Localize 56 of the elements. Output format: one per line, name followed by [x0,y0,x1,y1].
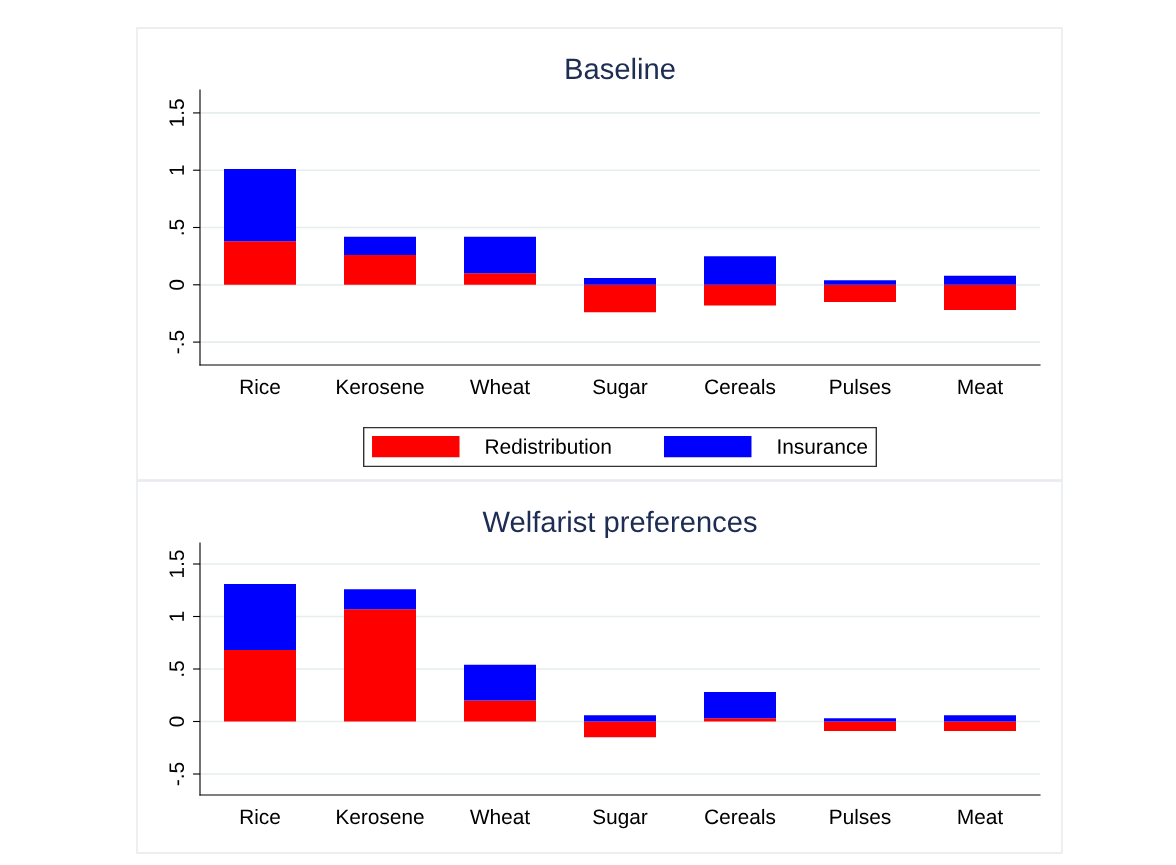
bar [464,700,536,722]
bar [824,721,896,731]
bar [704,284,776,306]
bar [584,284,656,313]
bar [224,650,296,722]
x-tick-label: Pulses [830,808,891,825]
bar [584,277,656,285]
bar [824,280,896,285]
x-tick-label: Cereals [705,378,776,395]
y-tick-label: 0 [169,716,185,727]
bar [344,609,416,722]
bar [584,721,656,738]
bar [344,589,416,610]
chart-title: Welfarist preferences [482,510,757,538]
y-tick-label: 1 [169,611,184,621]
bar [704,692,776,719]
y-tick-label: -.5 [169,330,185,354]
bar [944,275,1016,285]
x-tick-label: Cereals [705,808,776,825]
x-tick-label: Wheat [469,378,530,395]
x-tick-label: Sugar [593,809,648,829]
bar [224,241,296,285]
bar [464,236,536,274]
y-tick-label: 1 [169,165,184,175]
bar [464,664,536,701]
bar [824,284,896,302]
y-tick-label: 1.5 [169,550,185,577]
bar [344,236,416,255]
x-tick-label: Meat [958,809,1004,825]
x-tick-label: Rice [240,378,280,395]
x-tick-label: Wheat [469,808,530,825]
legend-label: Insurance [778,439,868,454]
x-tick-label: Meat [958,379,1004,395]
bar [584,715,656,722]
y-tick-label: 0 [169,279,185,290]
y-tick-label: .5 [169,661,185,676]
x-tick-label: Kerosene [337,379,424,395]
x-tick-label: Sugar [593,379,648,399]
bar [224,169,296,242]
bar [944,715,1016,722]
bar [704,256,776,285]
bar [464,273,536,285]
legend-label: Redistribution [486,438,611,454]
bar [944,284,1016,310]
y-tick-label: -.5 [169,762,185,786]
x-tick-label: Rice [240,808,280,825]
chart-title: Baseline [566,57,675,80]
bar [824,718,896,722]
bar [944,721,1016,731]
bar [704,718,776,722]
bar [224,583,296,651]
x-tick-label: Kerosene [337,809,424,825]
bar [344,255,416,285]
x-tick-label: Pulses [830,378,891,395]
y-tick-label: .5 [169,219,185,235]
y-tick-label: 1.5 [169,99,185,126]
